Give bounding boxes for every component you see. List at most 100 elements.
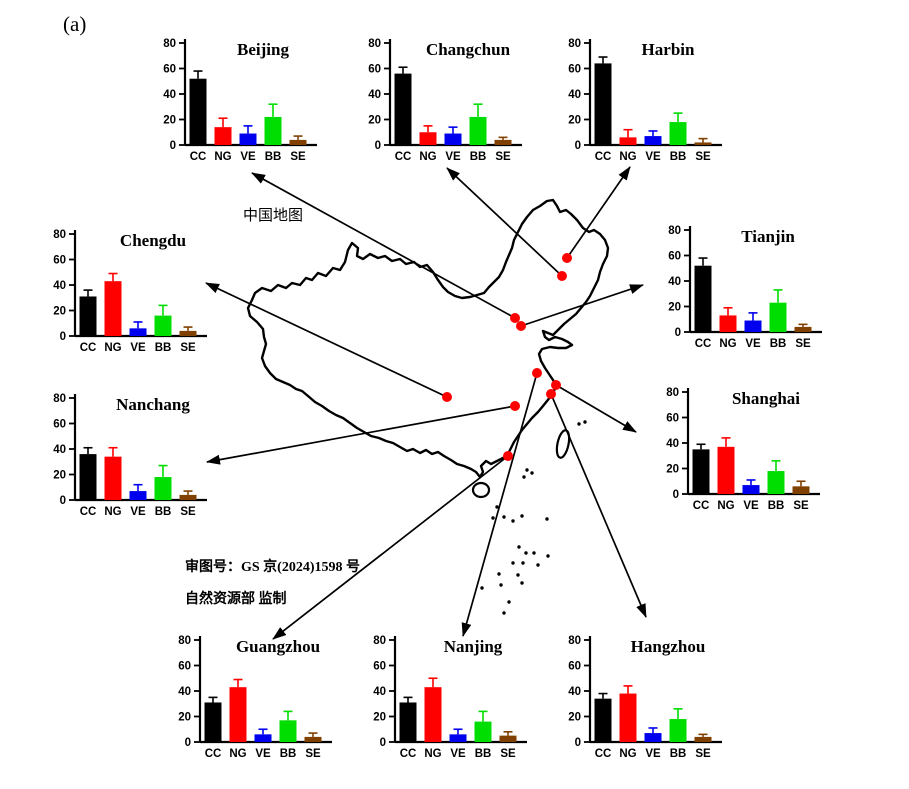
y-tick-label: 40 [668, 276, 681, 288]
category-label: NG [619, 151, 636, 163]
bar-ng [104, 281, 122, 336]
y-tick-label: 80 [53, 229, 66, 241]
taiwan-island [555, 429, 571, 459]
islet-dot [525, 468, 529, 472]
y-tick-label: 80 [568, 635, 581, 647]
category-label: VE [645, 748, 661, 760]
y-tick-label: 0 [185, 737, 191, 749]
category-label: VE [255, 748, 271, 760]
y-tick-label: 80 [368, 38, 381, 50]
islet-dot [530, 471, 534, 475]
islet-dot [507, 600, 511, 604]
category-label: CC [190, 151, 207, 163]
chart-title: Nanchang [116, 395, 190, 414]
bar-cc [594, 698, 612, 742]
y-tick-label: 20 [53, 470, 66, 482]
city-dot-beijing [510, 313, 520, 323]
islet-dot [521, 561, 525, 565]
category-label: SE [290, 151, 306, 163]
category-label: BB [265, 151, 282, 163]
islet-dot [545, 517, 549, 521]
bar-se [179, 330, 197, 336]
arrow-changchun [446, 167, 563, 277]
bar-bb [669, 122, 687, 145]
y-tick-label: 80 [163, 38, 176, 50]
islet-dot [480, 586, 484, 590]
bar-ng [619, 137, 637, 145]
city-dot-changchun [557, 271, 567, 281]
category-label: CC [80, 506, 97, 518]
arrow-chengdu [205, 282, 448, 398]
bar-ve [239, 133, 257, 145]
bar-se [792, 486, 810, 494]
bar-ve [129, 491, 147, 500]
y-tick-label: 60 [53, 419, 66, 431]
map-title: 中国地图 [243, 207, 304, 224]
category-label: BB [155, 506, 172, 518]
arrow-beijing [251, 172, 516, 319]
city-dots [442, 253, 572, 461]
islet-dot [577, 422, 581, 426]
y-tick-label: 80 [568, 38, 581, 50]
category-label: SE [180, 506, 196, 518]
bar-bb [469, 116, 487, 145]
y-tick-label: 0 [675, 327, 681, 339]
city-dot-harbin [562, 253, 572, 263]
chart-harbin: 0 20 40 60 80 CC NG VE BB SE Harbin [556, 33, 761, 175]
arrow-nanjing [461, 372, 538, 637]
category-label: CC [80, 342, 97, 354]
islet-dot [520, 514, 524, 518]
category-label: VE [450, 748, 466, 760]
chart-guangzhou: 0 20 40 60 80 CC NG VE BB SE Guangzhou [166, 630, 371, 772]
islet-dot [583, 420, 587, 424]
y-tick-label: 20 [163, 115, 176, 127]
category-label: NG [104, 506, 121, 518]
y-tick-label: 0 [375, 140, 381, 152]
bar-ng [214, 127, 232, 145]
category-label: SE [695, 748, 711, 760]
y-tick-label: 80 [373, 635, 386, 647]
category-label: VE [745, 338, 761, 350]
bar-cc [189, 78, 207, 145]
bar-bb [279, 720, 297, 742]
category-label: VE [130, 342, 146, 354]
islet-dot [546, 554, 550, 558]
chart-hangzhou: 0 20 40 60 80 CC NG VE BB SE Hangzhou [556, 630, 761, 772]
bar-ng [229, 687, 247, 742]
chart-title: Guangzhou [236, 637, 320, 656]
chart-title: Chengdu [120, 231, 186, 250]
category-label: SE [695, 151, 711, 163]
y-tick-label: 0 [575, 737, 581, 749]
islet-dot [524, 551, 528, 555]
category-label: CC [400, 748, 417, 760]
category-label: VE [445, 151, 461, 163]
bar-ve [742, 485, 760, 494]
bar-bb [154, 477, 172, 500]
y-tick-label: 20 [666, 464, 679, 476]
chart-beijing: 0 20 40 60 80 CC NG VE BB SE Beijing [151, 33, 356, 175]
figure-label: (a) [63, 12, 87, 36]
category-label: NG [419, 151, 436, 163]
bar-se [694, 736, 712, 742]
y-tick-label: 60 [568, 64, 581, 76]
y-tick-label: 60 [53, 255, 66, 267]
y-tick-label: 20 [178, 712, 191, 724]
y-tick-label: 60 [368, 64, 381, 76]
category-label: CC [595, 151, 612, 163]
category-label: NG [717, 500, 734, 512]
china-map-outline [246, 198, 610, 479]
islet-dot [497, 572, 501, 576]
category-label: BB [670, 748, 687, 760]
y-tick-label: 40 [666, 438, 679, 450]
islet-dot [491, 516, 495, 520]
category-label: NG [104, 342, 121, 354]
bar-cc [399, 702, 417, 742]
bar-cc [394, 73, 412, 145]
chart-shanghai: 0 20 40 60 80 CC NG VE BB SE Shanghai [654, 382, 859, 524]
bar-se [494, 139, 512, 145]
category-label: VE [743, 500, 759, 512]
city-dot-tianjin [516, 321, 526, 331]
bar-cc [694, 265, 712, 332]
y-tick-label: 80 [178, 635, 191, 647]
